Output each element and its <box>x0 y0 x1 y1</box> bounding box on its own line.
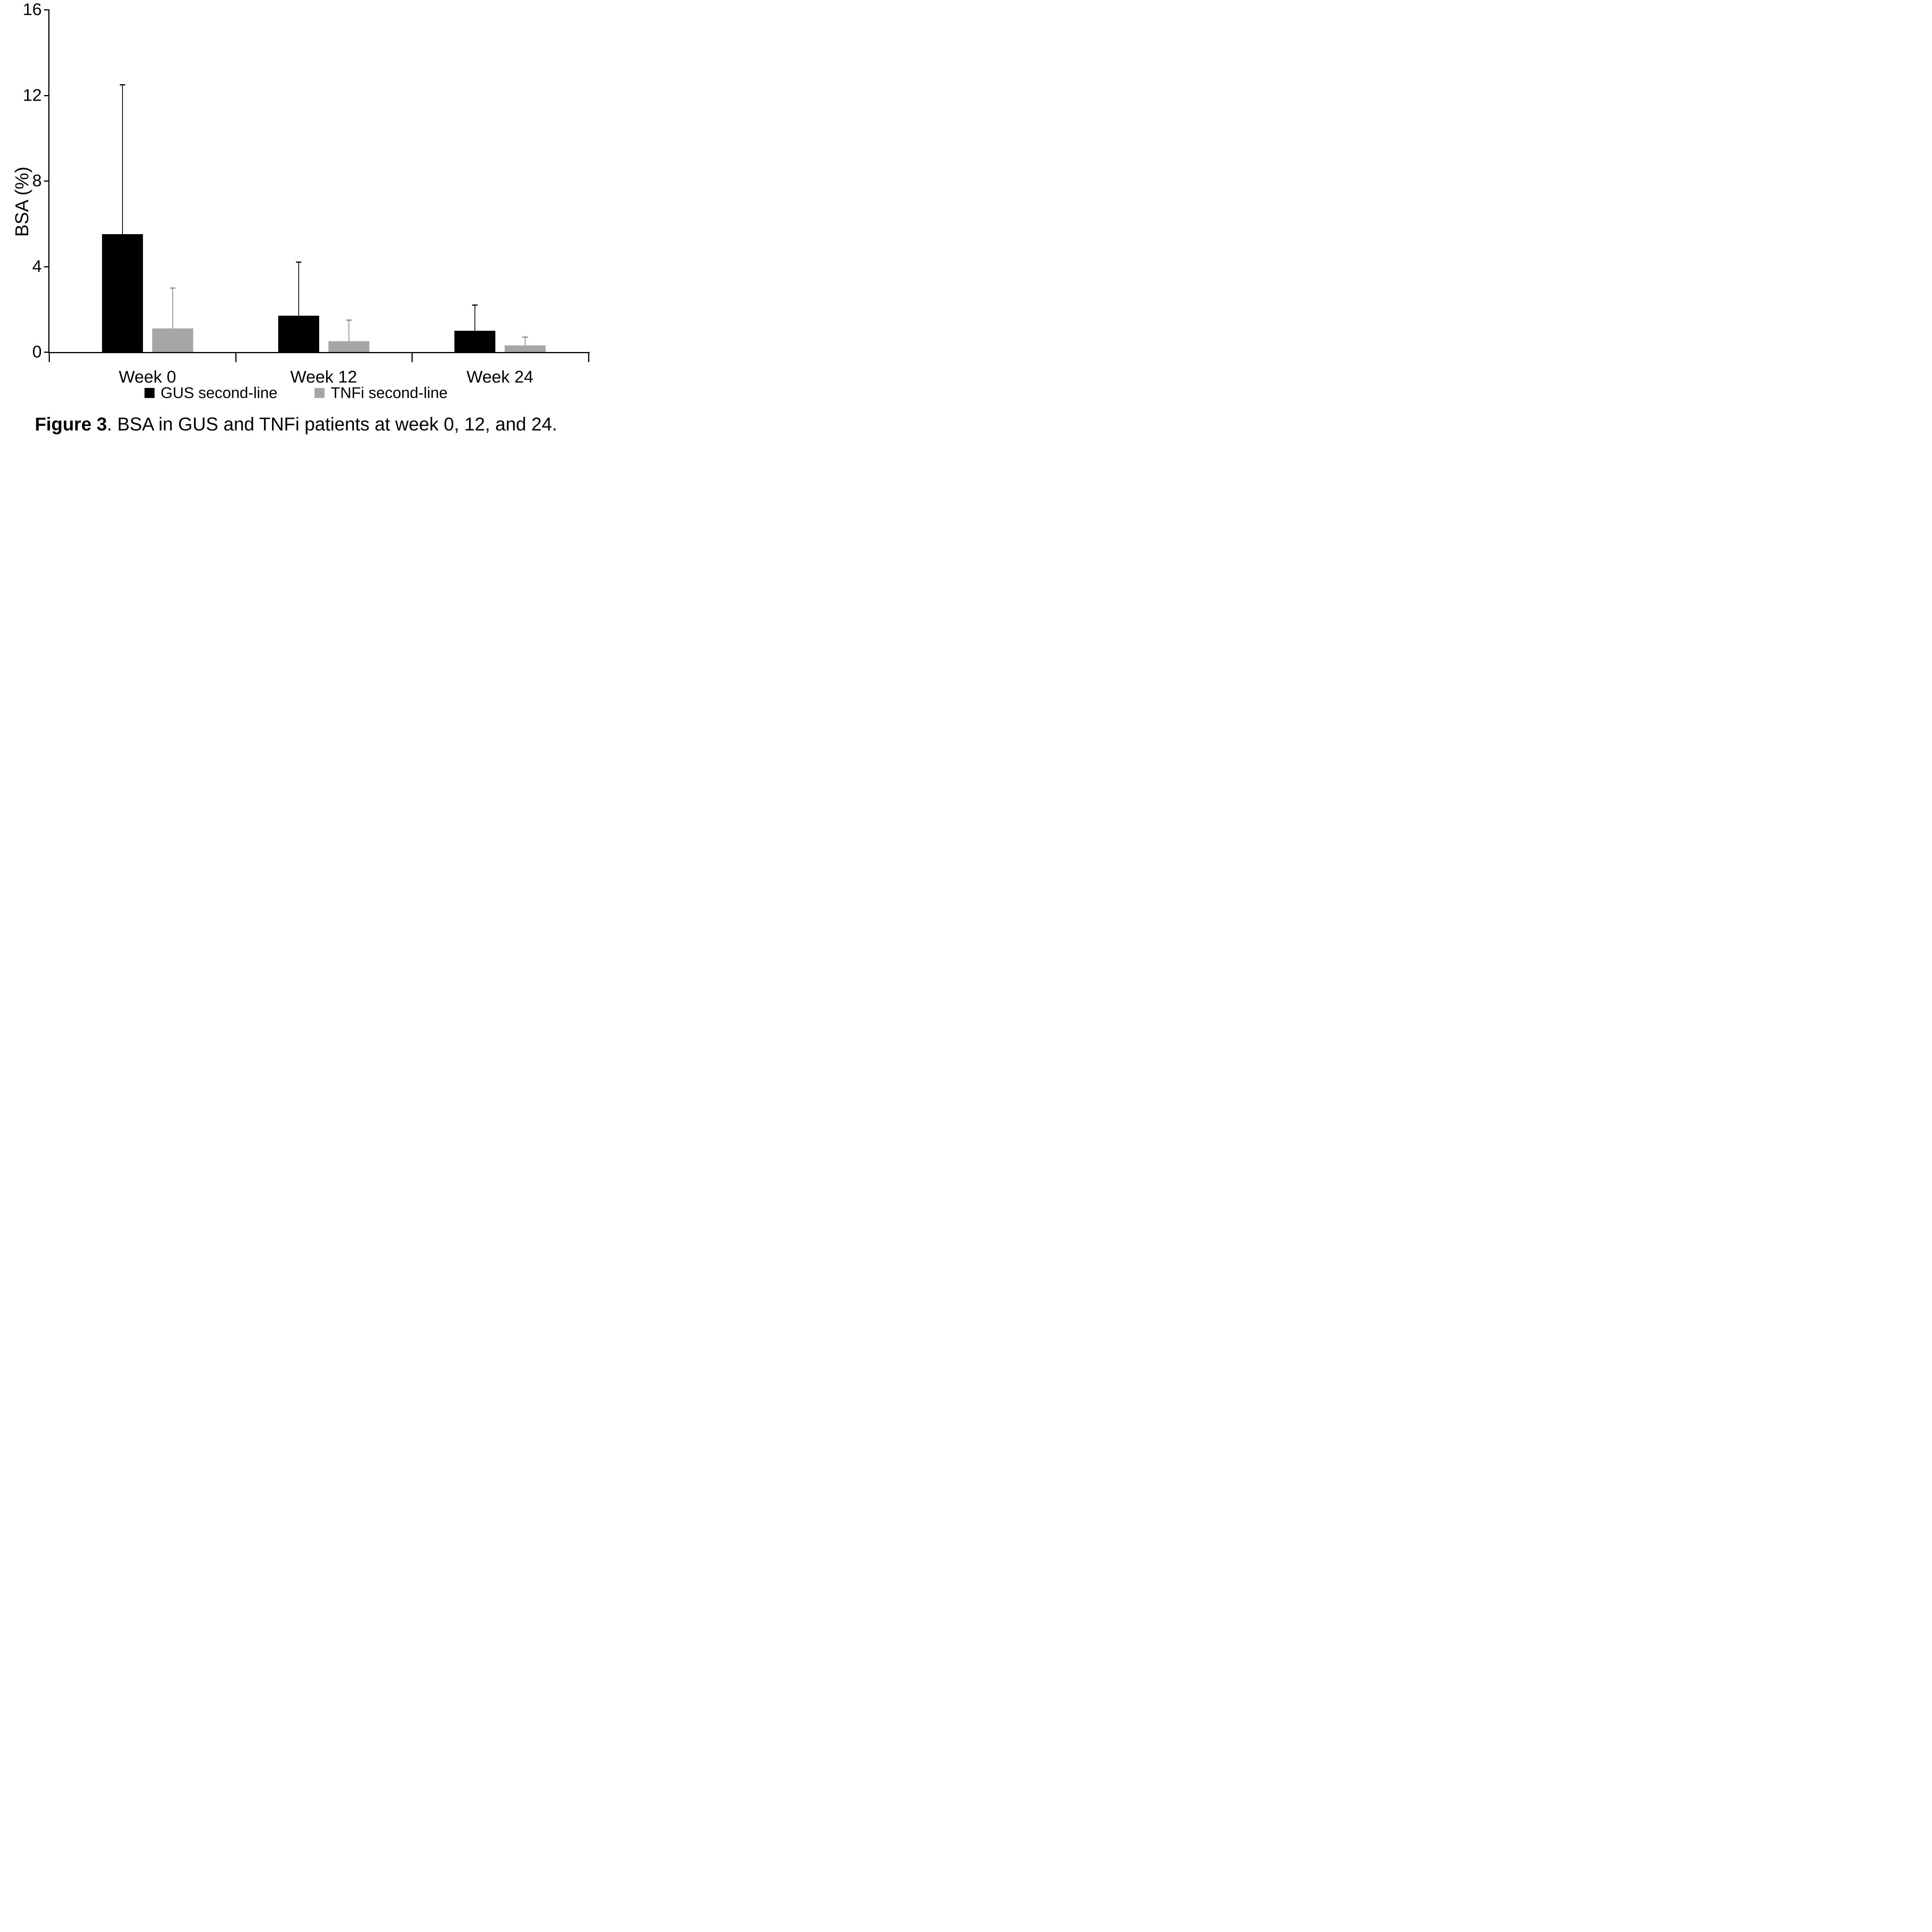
error-bar-line-tnfi-0 <box>172 287 173 329</box>
error-bar-line-gus-1 <box>298 262 299 316</box>
bar-tnfi-week-0 <box>152 328 193 352</box>
bar-tnfi-week-24 <box>504 345 546 352</box>
x-axis-line <box>48 352 590 353</box>
x-axis-tick <box>49 352 50 362</box>
y-axis-tick-label: 16 <box>23 0 42 19</box>
error-bar-cap-tnfi-2 <box>522 337 528 338</box>
x-axis-category-label: Week 12 <box>290 367 357 386</box>
x-axis-category-label: Week 0 <box>119 367 176 386</box>
error-bar-line-gus-2 <box>474 305 475 331</box>
bar-gus-week-12 <box>278 315 319 352</box>
error-bar-cap-gus-0 <box>119 84 125 85</box>
figure-caption-text: . BSA in GUS and TNFi patients at week 0… <box>107 414 557 435</box>
y-axis-tick <box>44 180 49 182</box>
y-axis-tick-label: 12 <box>23 85 42 105</box>
x-axis-tick <box>235 352 236 362</box>
y-axis-tick-label: 4 <box>32 257 42 276</box>
x-axis-category-label: Week 24 <box>466 367 534 386</box>
gus-legend-swatch <box>144 388 155 398</box>
figure-caption-number: Figure 3 <box>35 414 107 435</box>
y-axis-title: BSA (%) <box>12 167 32 237</box>
legend-item-gus: GUS second-line <box>144 384 278 401</box>
figure-canvas: BSA (%) 0 4 8 12 16 Week 0 Week 12 Week 24 GUS … <box>0 0 592 438</box>
tnfi-legend-label: TNFi second-line <box>331 384 448 401</box>
x-axis-tick <box>588 352 589 362</box>
bar-gus-week-24 <box>454 330 495 352</box>
y-axis-tick-label: 0 <box>32 342 42 361</box>
error-bar-line-gus-0 <box>122 84 123 235</box>
bar-tnfi-week-12 <box>328 341 369 352</box>
gus-legend-label: GUS second-line <box>160 384 278 401</box>
legend-item-tnfi: TNFi second-line <box>315 384 447 401</box>
bar-chart: BSA (%) 0 4 8 12 16 Week 0 Week 12 Week 24 <box>0 0 592 438</box>
error-bar-cap-gus-1 <box>296 262 301 263</box>
y-axis-tick <box>44 95 49 96</box>
error-bar-cap-gus-2 <box>472 304 478 306</box>
figure-caption: Figure 3. BSA in GUS and TNFi patients a… <box>0 414 592 435</box>
tnfi-legend-swatch <box>315 388 325 398</box>
y-axis-line <box>48 10 49 353</box>
error-bar-cap-tnfi-0 <box>170 287 175 289</box>
error-bar-line-tnfi-2 <box>524 337 526 346</box>
bar-gus-week-0 <box>102 234 143 352</box>
x-axis-tick <box>412 352 413 362</box>
y-axis-tick <box>44 266 49 267</box>
legend: GUS second-line TNFi second-line <box>0 384 592 401</box>
y-axis-tick <box>44 352 49 353</box>
y-axis-tick-label: 8 <box>32 171 42 190</box>
error-bar-cap-tnfi-1 <box>346 319 352 321</box>
y-axis-tick <box>44 9 49 10</box>
